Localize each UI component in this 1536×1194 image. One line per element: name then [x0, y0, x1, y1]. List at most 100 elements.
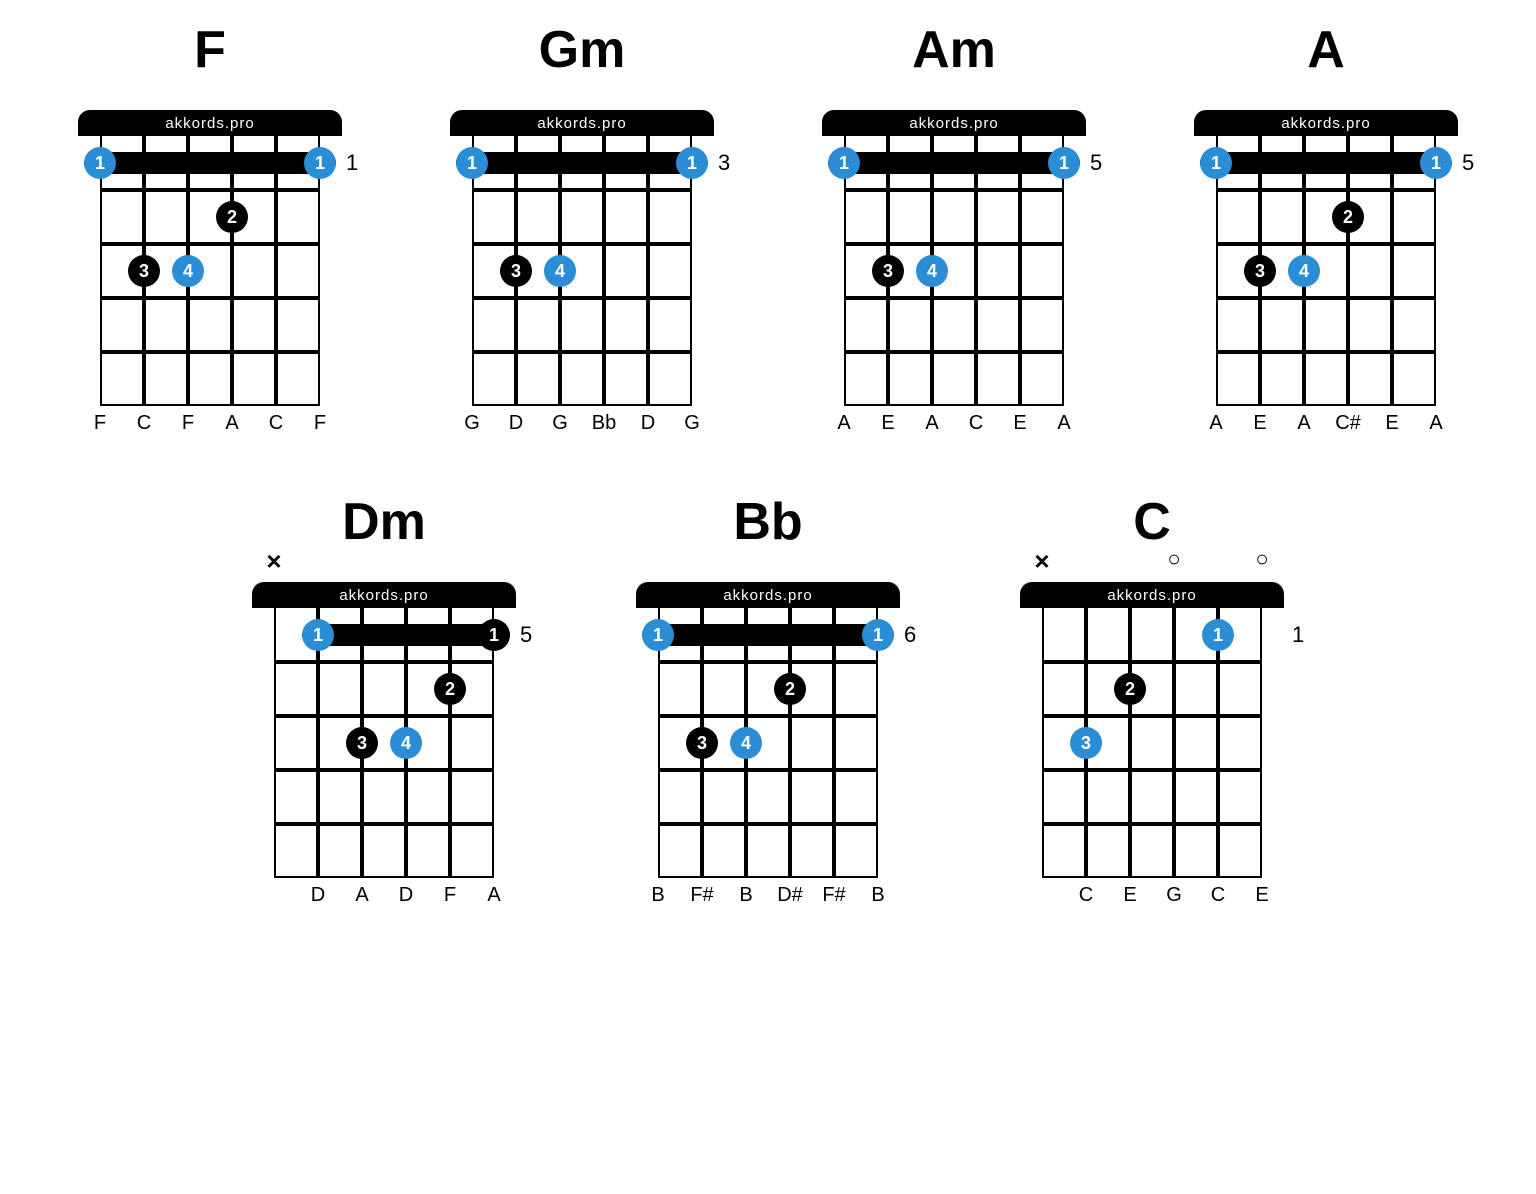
note-label: C: [1211, 884, 1225, 907]
note-label: C: [969, 412, 983, 435]
starting-fret-label: 1: [346, 150, 358, 176]
note-label: F#: [822, 884, 845, 907]
note-label: G: [684, 412, 700, 435]
nut-bar: akkords.pro: [252, 582, 516, 608]
finger-dot: 3: [1244, 255, 1276, 287]
chord-diagram: Fakkords.pro111234FCFACF: [78, 20, 342, 442]
barre: [828, 152, 1080, 174]
barre-end-dot: 1: [478, 619, 510, 651]
note-label: E: [1253, 412, 1266, 435]
barre-end-dot: 1: [84, 147, 116, 179]
finger-dot: 3: [686, 727, 718, 759]
note-label: F: [182, 412, 194, 435]
finger-dot: 3: [128, 255, 160, 287]
finger-dot: 4: [916, 255, 948, 287]
note-label: A: [1297, 412, 1310, 435]
chord-diagram: Gmakkords.pro11334GDGBbDG: [450, 20, 714, 442]
note-label: G: [464, 412, 480, 435]
barre: [84, 152, 336, 174]
note-label: A: [1209, 412, 1222, 435]
starting-fret-label: 1: [1292, 622, 1304, 648]
finger-dot: 4: [390, 727, 422, 759]
barre: [642, 624, 894, 646]
finger-dot: 3: [1070, 727, 1102, 759]
note-label: Bb: [592, 412, 616, 435]
finger-dot: 2: [216, 201, 248, 233]
fretboard: 11334: [450, 136, 714, 406]
diagram-wrap: akkords.pro11334GDGBbDG: [450, 110, 714, 442]
open-string-mark: ○: [1255, 548, 1268, 570]
chord-name: C: [1133, 492, 1171, 552]
diagram-wrap: ×○○akkords.pro1123CEGCE: [1020, 582, 1284, 914]
note-label: A: [355, 884, 368, 907]
note-label: E: [1255, 884, 1268, 907]
fretboard: 116234: [636, 608, 900, 878]
finger-dot: 4: [730, 727, 762, 759]
barre-end-dot: 1: [828, 147, 860, 179]
fretboard: 115234: [1194, 136, 1458, 406]
chord-name: Dm: [342, 492, 426, 552]
note-label: D: [399, 884, 413, 907]
nut-bar: akkords.pro: [1020, 582, 1284, 608]
finger-dot: 3: [346, 727, 378, 759]
finger-dot: 2: [774, 673, 806, 705]
top-marks: ×○○: [1042, 548, 1262, 576]
nut-bar: akkords.pro: [636, 582, 900, 608]
chord-diagram: Dm×akkords.pro115234DADFA: [252, 492, 516, 914]
muted-string-mark: ×: [266, 548, 281, 574]
note-label: B: [651, 884, 664, 907]
diagram-wrap: akkords.pro111234FCFACF: [78, 110, 342, 442]
note-label: E: [881, 412, 894, 435]
nut-bar: akkords.pro: [450, 110, 714, 136]
chord-row: Dm×akkords.pro115234DADFABbakkords.pro11…: [40, 492, 1496, 914]
barre-end-dot: 1: [304, 147, 336, 179]
fretboard: 1123: [1020, 608, 1284, 878]
barre-end-dot: 1: [1420, 147, 1452, 179]
diagram-wrap: akkords.pro115234AEAC#EA: [1194, 110, 1458, 442]
diagram-wrap: akkords.pro116234BF#BD#F#B: [636, 582, 900, 914]
note-label: A: [1057, 412, 1070, 435]
chord-chart-container: Fakkords.pro111234FCFACFGmakkords.pro113…: [40, 20, 1496, 914]
barre-end-dot: 1: [1200, 147, 1232, 179]
note-label: B: [871, 884, 884, 907]
starting-fret-label: 5: [1462, 150, 1474, 176]
note-label: C#: [1335, 412, 1361, 435]
note-label: F: [94, 412, 106, 435]
note-label: F: [444, 884, 456, 907]
barre-end-dot: 1: [456, 147, 488, 179]
note-label: D: [311, 884, 325, 907]
finger-dot: 4: [544, 255, 576, 287]
fretboard: 115234: [252, 608, 516, 878]
fretboard-grid: [274, 608, 494, 878]
finger-dot: 3: [500, 255, 532, 287]
note-label: E: [1013, 412, 1026, 435]
finger-dot: 4: [172, 255, 204, 287]
barre: [456, 152, 708, 174]
note-label: B: [739, 884, 752, 907]
note-label: D: [641, 412, 655, 435]
barre-end-dot: 1: [1048, 147, 1080, 179]
note-label: C: [269, 412, 283, 435]
note-label: D#: [777, 884, 803, 907]
starting-fret-label: 6: [904, 622, 916, 648]
note-label: E: [1123, 884, 1136, 907]
note-label: G: [1166, 884, 1182, 907]
note-label: D: [509, 412, 523, 435]
starting-fret-label: 5: [520, 622, 532, 648]
starting-fret-label: 5: [1090, 150, 1102, 176]
muted-string-mark: ×: [1034, 548, 1049, 574]
finger-dot: 2: [434, 673, 466, 705]
chord-name: A: [1307, 20, 1345, 80]
chord-row: Fakkords.pro111234FCFACFGmakkords.pro113…: [40, 20, 1496, 442]
diagram-wrap: ×akkords.pro115234DADFA: [252, 582, 516, 914]
barre-end-dot: 1: [642, 619, 674, 651]
fretboard: 11534: [822, 136, 1086, 406]
fretboard: 111234: [78, 136, 342, 406]
barre-end-dot: 1: [862, 619, 894, 651]
open-string-mark: ○: [1167, 548, 1180, 570]
finger-dot: 2: [1114, 673, 1146, 705]
note-label: G: [552, 412, 568, 435]
note-label: F: [314, 412, 326, 435]
note-label: A: [225, 412, 238, 435]
nut-bar: akkords.pro: [1194, 110, 1458, 136]
